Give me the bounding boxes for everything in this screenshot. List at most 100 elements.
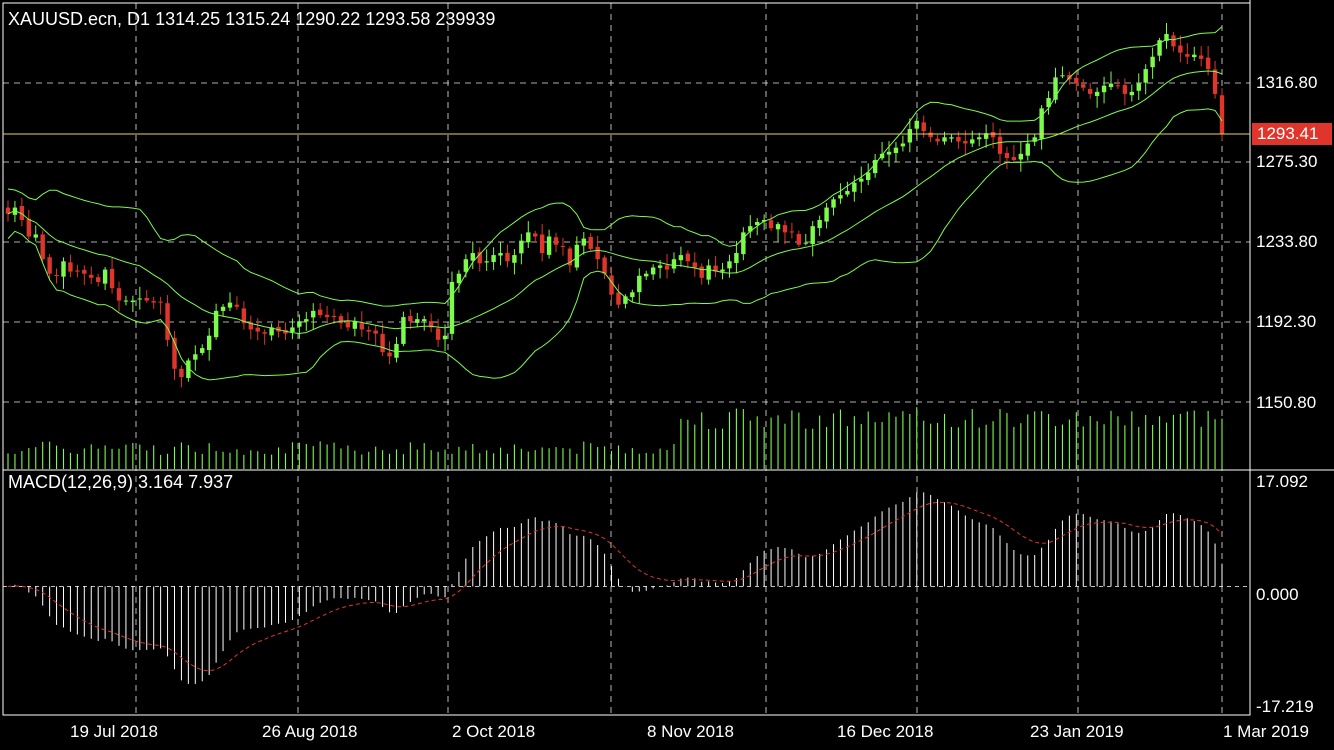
candle-body [533, 233, 538, 237]
candle-body [526, 232, 531, 243]
candle-body [324, 314, 330, 318]
candle-body [553, 237, 559, 245]
candle-body [706, 265, 711, 280]
candle-body [970, 139, 975, 144]
candle-body [768, 220, 774, 229]
candle-body [1205, 57, 1211, 70]
candle-body [248, 322, 253, 330]
candle-body [1053, 77, 1058, 100]
candle-body [581, 238, 586, 246]
candle-body [311, 310, 316, 318]
candle-body [942, 137, 947, 142]
candle-body [671, 259, 677, 269]
candle-body [609, 275, 614, 295]
candle-body [796, 234, 802, 245]
candle-body [1011, 157, 1017, 161]
candle-body [366, 329, 371, 332]
candle-body [33, 234, 38, 238]
candle-body [1171, 35, 1176, 47]
ohlc-readout: 1314.25 1315.24 1290.22 1293.58 239939 [155, 9, 496, 29]
candle-body [75, 270, 80, 272]
candle-body [567, 248, 573, 266]
candle-body [990, 131, 996, 138]
candle-body [102, 269, 108, 284]
candle-body [165, 303, 170, 340]
candle-body [449, 281, 455, 334]
candle-body [512, 255, 517, 263]
date-tick-6: 23 Jan 2019 [1030, 722, 1124, 741]
candle-body [1143, 69, 1148, 83]
macd-tick-zero: 0.000 [1256, 585, 1299, 604]
candle-body [172, 337, 177, 369]
candle-body [61, 261, 66, 277]
chart-frame [2, 2, 1251, 716]
chart-title: XAUUSD.ecn, D1 1314.25 1315.24 1290.22 1… [8, 9, 495, 30]
macd-histogram [14, 492, 1223, 684]
candle-body [685, 253, 691, 262]
bollinger-upper [7, 26, 1223, 307]
candle-body [859, 178, 864, 182]
candle-body [949, 137, 954, 139]
candle-body [19, 206, 25, 220]
candle-body [179, 368, 184, 378]
candle-body [422, 319, 427, 322]
candles [5, 23, 1225, 388]
candle-body [137, 298, 143, 300]
candle-body [1212, 69, 1218, 94]
candle-body [435, 328, 441, 340]
candle-body [193, 354, 198, 360]
candle-body [68, 262, 73, 272]
candle-body [650, 267, 656, 275]
candle-body [900, 143, 906, 147]
candle-body [1060, 75, 1065, 77]
candle-body [1032, 137, 1037, 142]
candle-body [838, 195, 843, 199]
candle-body [1198, 55, 1204, 59]
candle-body [879, 153, 885, 159]
candle-body [734, 253, 739, 264]
candle-body [602, 257, 607, 274]
candle-body [893, 147, 899, 153]
candle-body [956, 136, 961, 142]
macd-signal-line [7, 501, 1223, 672]
bollinger-lower [7, 108, 1223, 381]
candle-body [630, 292, 635, 298]
candle-body [1178, 45, 1183, 53]
candle-body [26, 218, 32, 237]
candle-body [872, 160, 878, 174]
candle-body [866, 172, 871, 180]
candle-body [297, 321, 302, 327]
date-tick-4: 8 Nov 2018 [647, 722, 734, 741]
candle-body [914, 120, 919, 129]
candle-body [1157, 40, 1162, 56]
candle-body [290, 327, 295, 332]
date-tick-7: 1 Mar 2019 [1223, 722, 1309, 741]
candle-body [782, 225, 788, 233]
candle-body [220, 306, 226, 311]
candle-body [886, 151, 892, 155]
candle-body [1018, 153, 1024, 160]
volume-bars [7, 407, 1223, 469]
candle-body [817, 219, 822, 229]
candle-body [428, 321, 434, 328]
candle-body [359, 323, 364, 330]
candle-body [477, 252, 482, 264]
candle-body [505, 252, 510, 262]
macd-tick-top: 17.092 [1256, 472, 1308, 491]
candle-body [1136, 83, 1141, 91]
candle-body [262, 332, 267, 334]
candle-body [644, 273, 649, 277]
candle-body [338, 316, 344, 324]
candle-body [963, 141, 968, 144]
candle-body [692, 262, 697, 268]
candle-body [123, 300, 129, 302]
candle-body [345, 321, 351, 328]
candle-body [1101, 85, 1107, 93]
candle-body [657, 265, 663, 268]
candle-body [89, 274, 94, 278]
candle-body [40, 234, 45, 260]
date-tick-2: 26 Aug 2018 [262, 722, 358, 741]
candle-body [519, 240, 524, 254]
candle-body [720, 269, 725, 272]
